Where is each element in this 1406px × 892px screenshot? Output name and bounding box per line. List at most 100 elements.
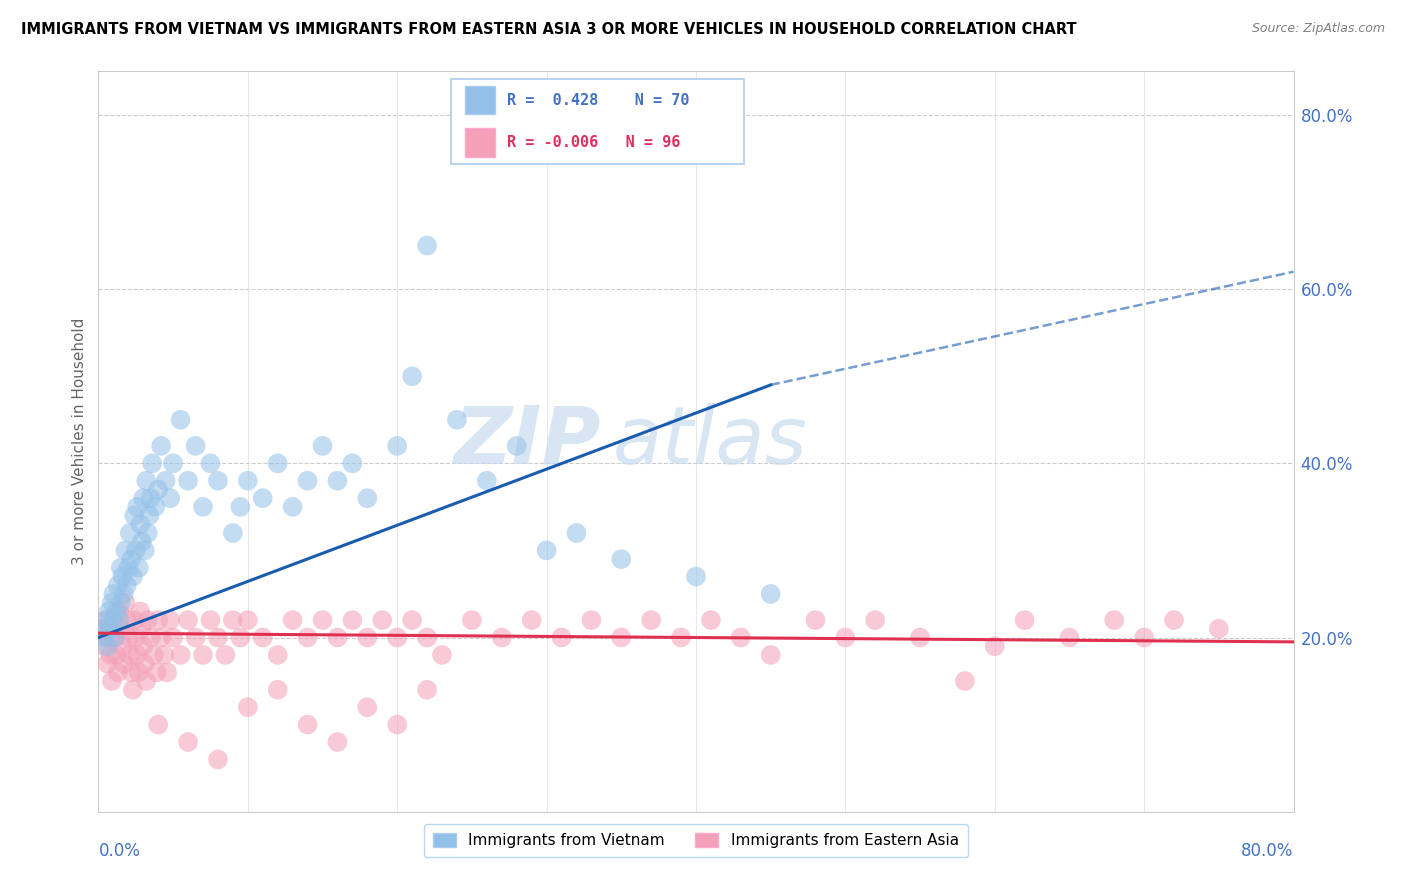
Point bbox=[110, 622, 132, 636]
Point bbox=[669, 631, 692, 645]
Point bbox=[252, 631, 274, 645]
Point bbox=[222, 526, 245, 541]
Text: IMMIGRANTS FROM VIETNAM VS IMMIGRANTS FROM EASTERN ASIA 3 OR MORE VEHICLES IN HO: IMMIGRANTS FROM VIETNAM VS IMMIGRANTS FR… bbox=[21, 22, 1077, 37]
Point bbox=[159, 613, 181, 627]
Point bbox=[91, 622, 114, 636]
Point bbox=[121, 569, 143, 583]
Point bbox=[700, 613, 723, 627]
Bar bbox=[465, 128, 495, 156]
Point bbox=[93, 639, 115, 653]
Point bbox=[550, 631, 572, 645]
Point bbox=[356, 700, 378, 714]
Text: 80.0%: 80.0% bbox=[1241, 842, 1294, 860]
Point bbox=[115, 613, 138, 627]
Point bbox=[103, 613, 125, 627]
Point bbox=[131, 622, 153, 636]
Point bbox=[101, 596, 124, 610]
Point bbox=[356, 491, 378, 505]
Point bbox=[416, 238, 439, 252]
Point bbox=[112, 587, 135, 601]
Point bbox=[342, 456, 364, 470]
Point bbox=[759, 587, 782, 601]
Point bbox=[124, 613, 146, 627]
Text: atlas: atlas bbox=[613, 402, 807, 481]
Point bbox=[153, 648, 176, 662]
Point bbox=[184, 439, 207, 453]
Point bbox=[385, 631, 409, 645]
Point bbox=[759, 648, 782, 662]
Point bbox=[326, 631, 349, 645]
Point bbox=[1059, 631, 1081, 645]
Point bbox=[162, 456, 184, 470]
Point bbox=[214, 648, 236, 662]
Point bbox=[297, 717, 319, 731]
Point bbox=[311, 613, 333, 627]
Text: R =  0.428    N = 70: R = 0.428 N = 70 bbox=[508, 93, 690, 108]
Point bbox=[124, 508, 146, 523]
Point bbox=[252, 491, 274, 505]
Point bbox=[371, 613, 394, 627]
Bar bbox=[465, 87, 495, 114]
Point bbox=[385, 717, 409, 731]
Point bbox=[91, 622, 114, 636]
Y-axis label: 3 or more Vehicles in Household: 3 or more Vehicles in Household bbox=[72, 318, 87, 566]
Point bbox=[159, 491, 181, 505]
Point bbox=[581, 613, 603, 627]
Point bbox=[267, 682, 290, 697]
Point bbox=[125, 631, 148, 645]
Point bbox=[94, 613, 117, 627]
Point bbox=[107, 665, 129, 680]
Point bbox=[229, 631, 252, 645]
Point bbox=[139, 631, 162, 645]
Point bbox=[105, 604, 128, 618]
Point bbox=[640, 613, 662, 627]
Point bbox=[112, 657, 135, 671]
Point bbox=[107, 578, 129, 592]
Point bbox=[207, 752, 229, 766]
Point bbox=[834, 631, 856, 645]
Point bbox=[236, 700, 259, 714]
Point bbox=[207, 631, 229, 645]
Point bbox=[120, 665, 142, 680]
Point bbox=[401, 613, 423, 627]
Point bbox=[267, 456, 290, 470]
Point bbox=[136, 613, 159, 627]
Point bbox=[127, 500, 149, 514]
Text: ZIP: ZIP bbox=[453, 402, 600, 481]
Point bbox=[184, 631, 207, 645]
Point bbox=[267, 648, 290, 662]
Point bbox=[610, 631, 633, 645]
Point bbox=[143, 500, 166, 514]
Point bbox=[169, 413, 191, 427]
Point bbox=[177, 474, 200, 488]
Point bbox=[169, 648, 191, 662]
Point bbox=[565, 526, 588, 541]
Point bbox=[108, 604, 131, 618]
Point bbox=[108, 613, 131, 627]
Point bbox=[520, 613, 543, 627]
Point bbox=[125, 543, 148, 558]
Point bbox=[98, 648, 122, 662]
Point bbox=[98, 622, 122, 636]
Point bbox=[120, 552, 142, 566]
Point bbox=[118, 526, 141, 541]
Point bbox=[103, 587, 125, 601]
Point bbox=[145, 665, 167, 680]
Point bbox=[475, 474, 498, 488]
Point bbox=[96, 639, 118, 653]
Point bbox=[177, 613, 200, 627]
Point bbox=[131, 534, 153, 549]
Point bbox=[229, 500, 252, 514]
Point bbox=[129, 517, 152, 532]
Point bbox=[138, 508, 160, 523]
Point bbox=[155, 474, 177, 488]
Point bbox=[385, 439, 409, 453]
Point bbox=[1208, 622, 1230, 636]
Point bbox=[128, 665, 150, 680]
Point bbox=[97, 631, 120, 645]
Point bbox=[110, 561, 132, 575]
Point bbox=[236, 474, 259, 488]
Point bbox=[416, 682, 439, 697]
Point bbox=[207, 474, 229, 488]
Point bbox=[685, 569, 707, 583]
